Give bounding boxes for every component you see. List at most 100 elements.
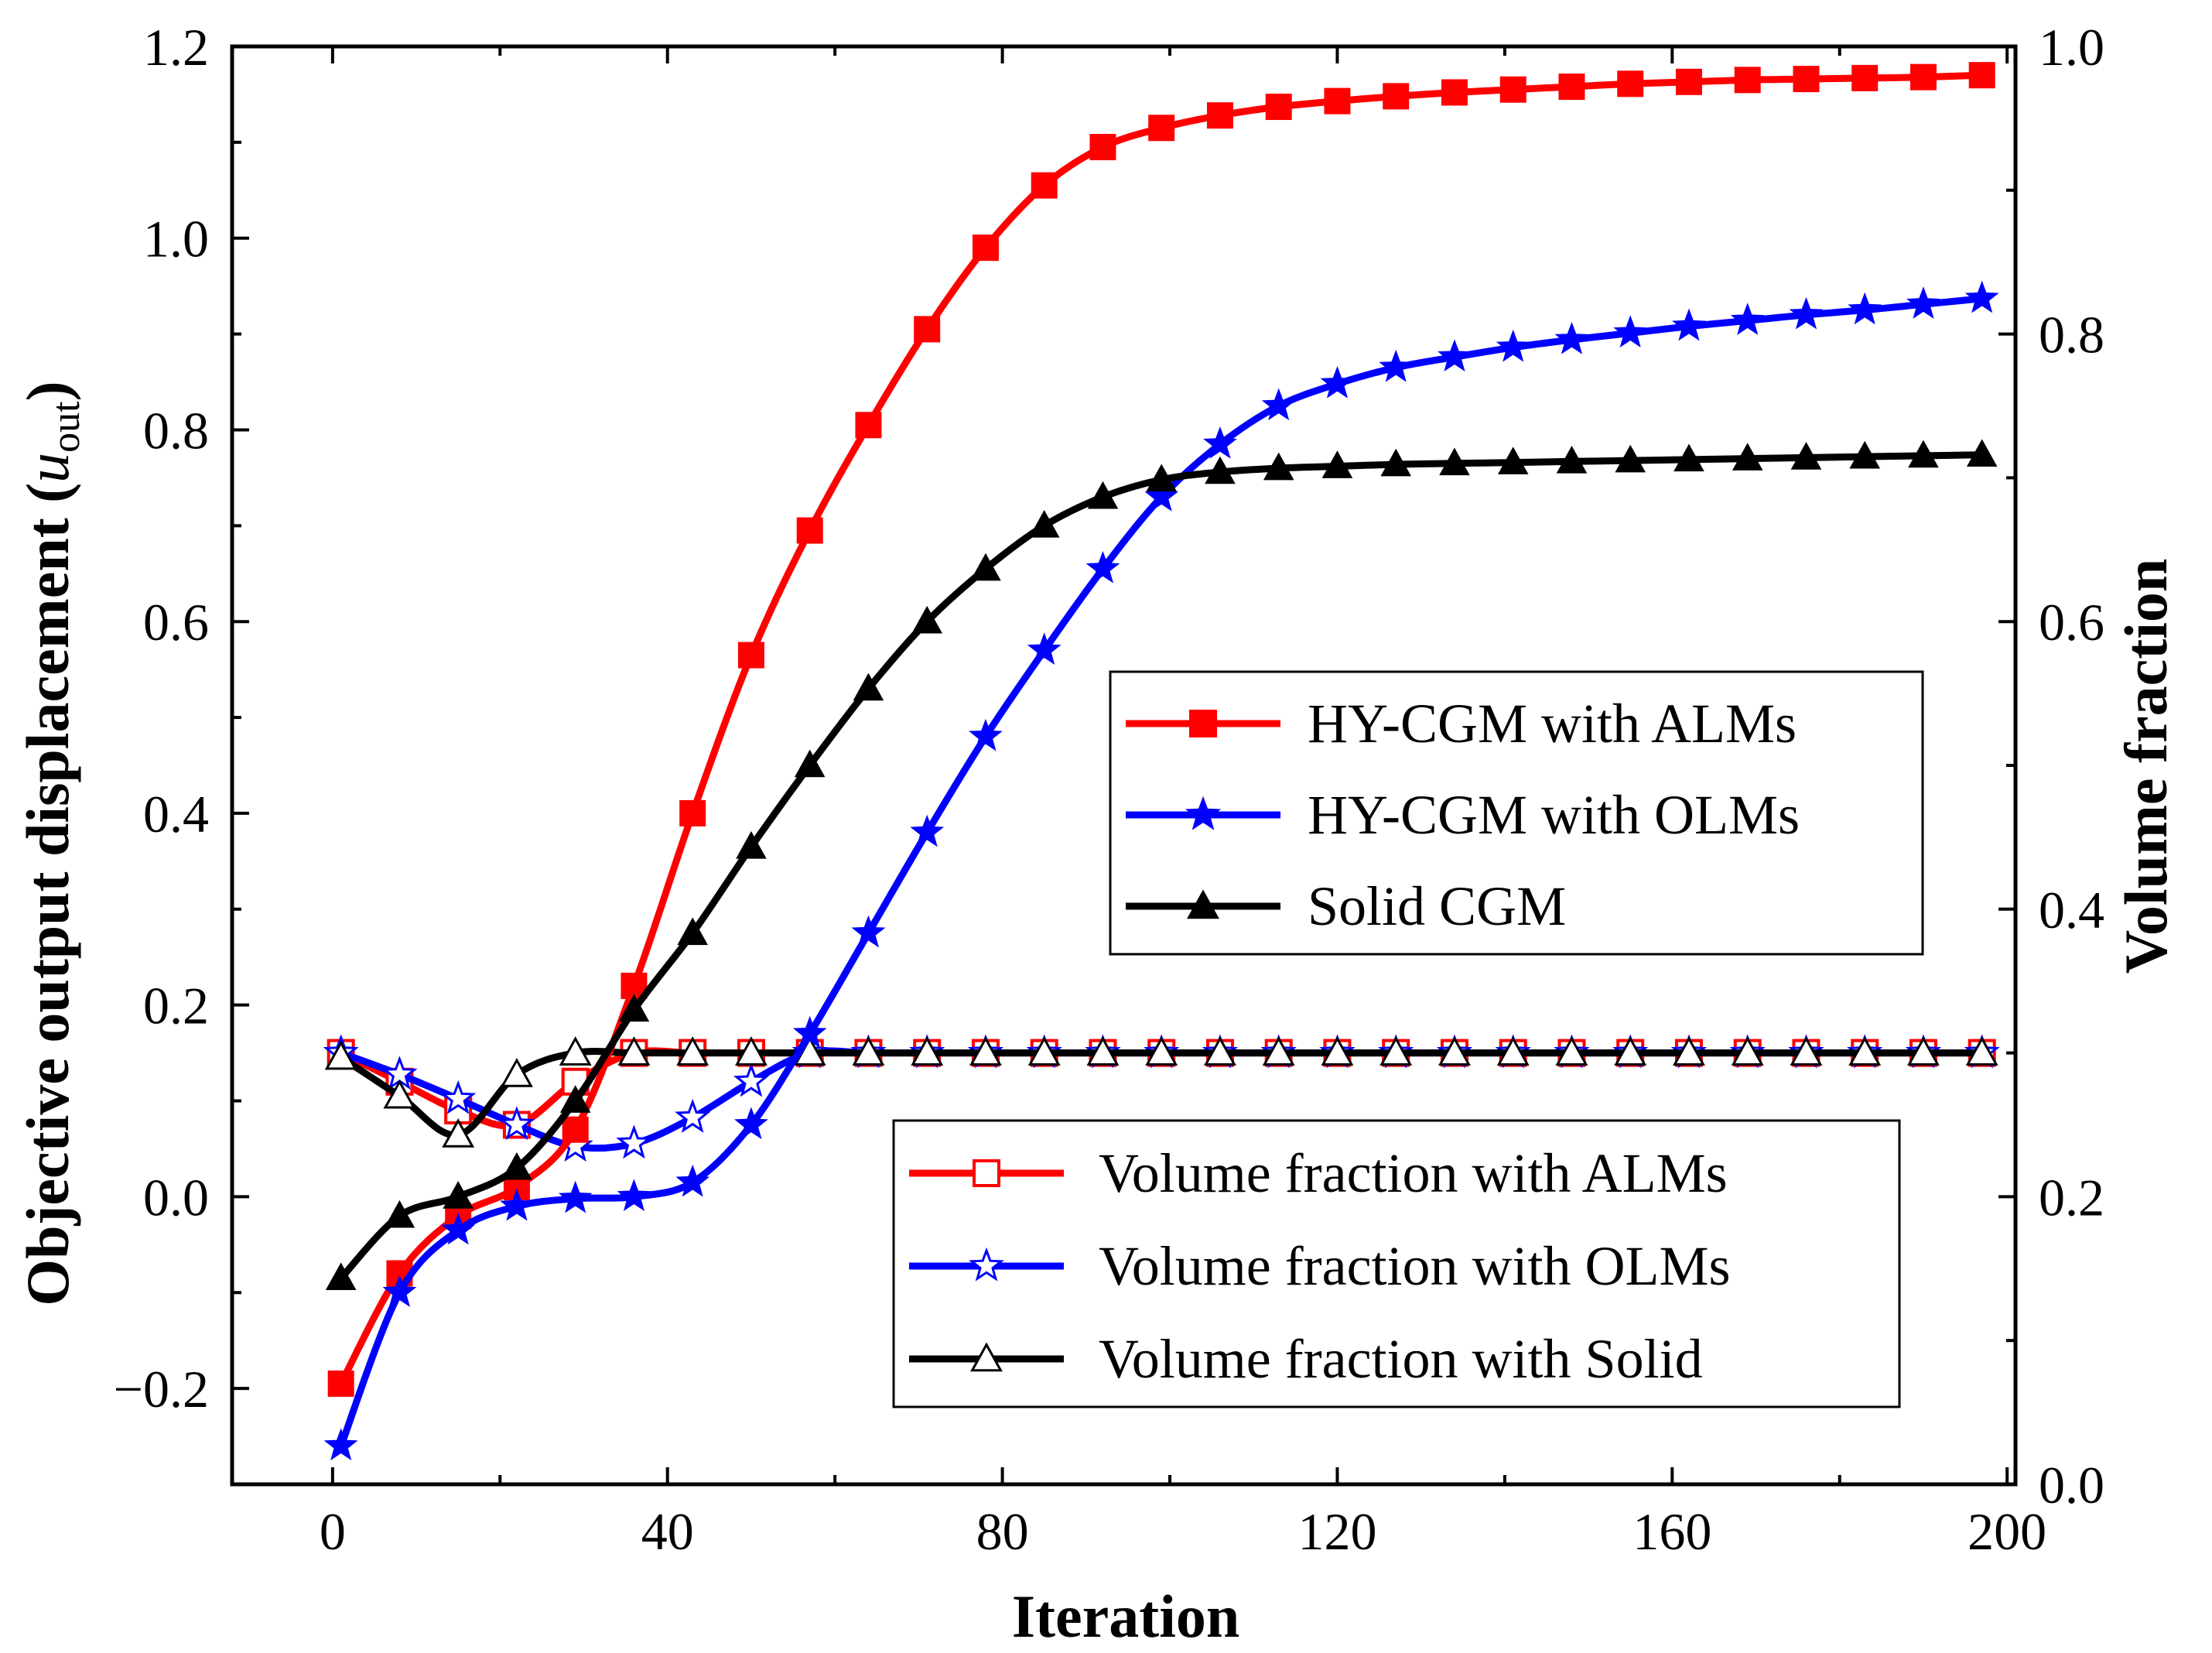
data-point: [1380, 1036, 1413, 1066]
data-point: [1145, 1036, 1178, 1066]
data-point: [969, 718, 1003, 751]
x-tick-label: 120: [1297, 1502, 1376, 1561]
x-tick-label: 80: [976, 1502, 1029, 1561]
data-point: [910, 814, 945, 847]
data-point: [736, 830, 767, 859]
data-point: [1380, 448, 1412, 477]
data-point: [500, 1188, 534, 1221]
data-point: [442, 1118, 475, 1148]
data-point: [1909, 63, 1937, 91]
y-right-tick-label: 1.0: [2039, 18, 2104, 77]
y-axis-left-title-var: u: [14, 453, 81, 483]
data-point: [1908, 440, 1939, 468]
legend-label: Volume fraction with OLMs: [1099, 1235, 1731, 1297]
y-right-tick-label: 0.2: [2039, 1168, 2104, 1227]
data-point: [1087, 481, 1119, 509]
legend-marker: [1189, 710, 1217, 738]
data-point: [1499, 76, 1527, 103]
data-point: [1848, 292, 1882, 325]
y-axis-left-title-sub: out: [44, 401, 88, 453]
data-point: [383, 1079, 416, 1109]
data-point: [1613, 315, 1648, 347]
y-left-tick-label: 0.0: [143, 1168, 209, 1227]
y-axis-left-title-main: Objective output displacement (: [14, 483, 81, 1306]
data-point: [737, 642, 764, 669]
data-point: [1851, 64, 1879, 91]
series-hy-cgm-with-alms: [327, 62, 1995, 1397]
data-point: [792, 1015, 827, 1049]
data-point: [1496, 329, 1530, 362]
legend-marker: [968, 1247, 1005, 1282]
data-point: [559, 1085, 591, 1113]
data-point: [384, 1200, 415, 1228]
data-point: [1438, 339, 1472, 371]
data-point: [1614, 1036, 1647, 1066]
data-point: [325, 1262, 357, 1290]
data-point: [327, 1370, 354, 1397]
data-point: [1672, 308, 1706, 341]
data-point: [1558, 74, 1585, 101]
data-point: [324, 1040, 357, 1070]
legend-marker: [1185, 796, 1222, 830]
data-point: [1906, 286, 1940, 319]
data-point: [1907, 1036, 1940, 1066]
data-point: [1673, 1036, 1705, 1066]
data-point: [970, 553, 1001, 581]
series-solid-cgm: [325, 439, 1998, 1290]
data-point: [1379, 349, 1414, 382]
data-point: [1439, 447, 1470, 476]
data-point: [1028, 509, 1060, 538]
y-left-tick-label: 0.4: [143, 785, 209, 844]
data-point: [443, 1181, 474, 1209]
series-volume-fraction-with-solid: [324, 1036, 1998, 1148]
data-point: [796, 517, 823, 544]
legend-label: HY-CGM with OLMs: [1308, 784, 1800, 846]
data-point: [1085, 551, 1120, 584]
data-point: [1731, 1036, 1764, 1066]
data-point: [1617, 70, 1644, 98]
series-hy-cgm-with-olms: [323, 280, 1999, 1461]
data-point: [1732, 443, 1763, 471]
data-point: [1496, 1036, 1530, 1066]
y-left-tick-label: 0.2: [143, 977, 209, 1035]
data-point: [911, 1036, 944, 1066]
ticks-layer: 0 40 80 120 160 200 −0.2 0.0 0.2 0.4 0.6 0.8 1.0 1.2 0…: [114, 18, 2104, 1561]
y-left-tick-label: −0.2: [114, 1360, 209, 1419]
data-point: [1441, 79, 1468, 106]
legend-marker: [970, 1342, 1003, 1372]
data-point: [1675, 68, 1702, 95]
y-left-tick-label: 0.8: [143, 401, 209, 460]
x-tick-label: 160: [1633, 1502, 1711, 1561]
data-point: [1321, 1036, 1354, 1066]
data-point: [1730, 303, 1765, 335]
data-point: [382, 1275, 417, 1307]
data-point: [852, 1036, 885, 1066]
data-point: [1262, 1036, 1295, 1066]
data-point: [972, 234, 999, 262]
legend-label: Solid CGM: [1308, 875, 1566, 937]
data-point: [1555, 1036, 1588, 1066]
data-point: [501, 1152, 532, 1180]
legend-label: Volume fraction with ALMs: [1099, 1142, 1728, 1204]
data-point: [1203, 1036, 1236, 1066]
y-right-tick-label: 0.6: [2039, 593, 2104, 652]
data-point: [1793, 66, 1820, 93]
data-point: [498, 1106, 535, 1141]
data-point: [1964, 280, 1999, 313]
data-point: [1144, 479, 1179, 512]
data-point: [1790, 442, 1822, 470]
legend-volume-fraction: Volume fraction with ALMs Volume fraction…: [892, 1119, 1901, 1408]
data-point: [1554, 322, 1589, 354]
x-tick-label: 200: [1968, 1502, 2046, 1561]
data-point: [1324, 87, 1351, 115]
data-point: [617, 1036, 651, 1066]
y-left-tick-label: 0.6: [143, 593, 209, 652]
data-point: [1848, 1036, 1882, 1066]
data-point: [1263, 452, 1294, 481]
data-point: [618, 994, 650, 1022]
legend-label: Volume fraction with Solid: [1099, 1328, 1703, 1390]
data-point: [734, 1107, 768, 1140]
data-point: [1383, 83, 1410, 110]
data-point: [675, 1164, 710, 1197]
data-point: [969, 1036, 1002, 1066]
